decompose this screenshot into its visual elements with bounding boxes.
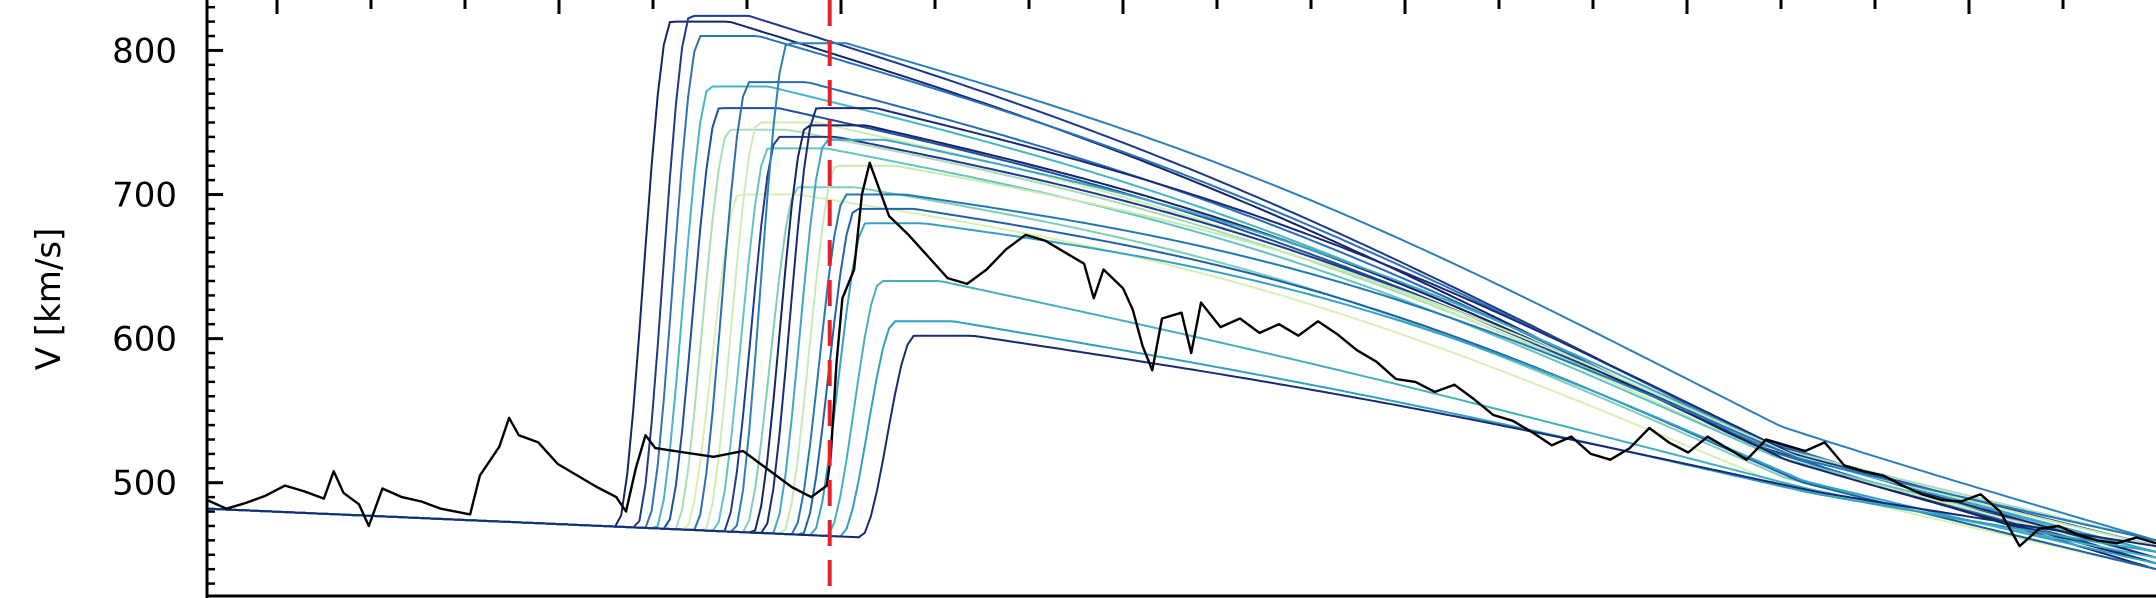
plot-axes: 500 600 700 800 (112, 0, 2156, 598)
y-tick-label: 500 (112, 464, 177, 504)
ensemble-member-line (207, 320, 2156, 553)
ensemble-member-line (207, 207, 2156, 571)
ensemble-member-line (207, 164, 2156, 548)
ensemble-member-line (207, 42, 2156, 542)
ensemble-member-line (207, 193, 2156, 571)
ensemble-member-line (207, 222, 2156, 565)
y-axis-label: V [km/s] (29, 228, 69, 371)
observed-velocity-line (207, 161, 2156, 548)
observed-data-series (207, 161, 2156, 548)
axis-labels: V [km/s] (29, 228, 69, 371)
ensemble-member-line (207, 20, 2156, 571)
y-tick-label: 700 (112, 176, 177, 216)
ensemble-member-line (207, 334, 2156, 548)
ensemble-member-line (207, 81, 2156, 565)
ensemble-member-line (207, 121, 2156, 559)
ensemble-member-line (207, 280, 2156, 559)
ensemble-model-lines (207, 14, 2156, 571)
ensemble-member-line (207, 186, 2156, 571)
y-tick-label: 800 (112, 31, 177, 71)
ensemble-member-line (207, 135, 2156, 548)
y-tick-label: 600 (112, 320, 177, 360)
